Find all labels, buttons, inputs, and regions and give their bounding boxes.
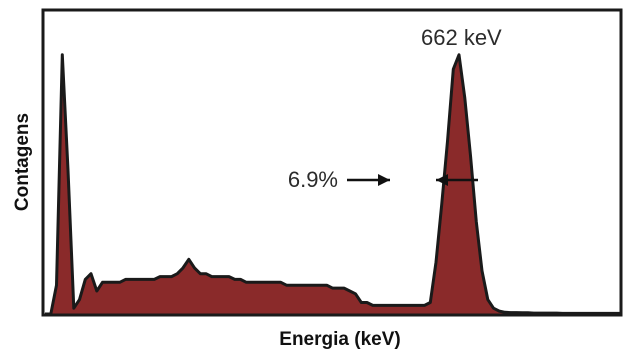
resolution-label: 6.9% [288,167,338,192]
right-arrow-head [436,174,448,186]
plot-area [45,53,620,316]
fwhm-arrows [347,174,478,186]
peak-energy-label: 662 keV [421,25,502,50]
x-axis-label: Energia (keV) [279,329,400,350]
spectrum-fill [45,54,620,315]
spectrum-line [45,53,620,316]
y-axis-label: Contagens [12,113,33,211]
plot-frame [41,8,623,317]
left-arrow-head [378,174,390,186]
